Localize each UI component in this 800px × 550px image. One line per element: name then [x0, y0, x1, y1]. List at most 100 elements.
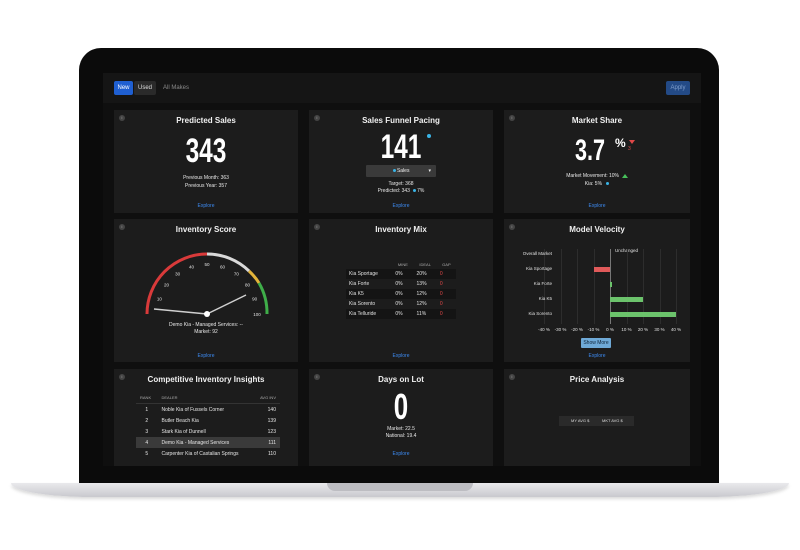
predicted-dot-icon	[412, 189, 416, 193]
explore-link[interactable]: Explore	[197, 353, 215, 359]
dealer-score: Demo Kia - Managed Services: --	[169, 322, 243, 328]
gauge-tick-label: 90	[252, 297, 258, 302]
competitive-inventory-card: i Competitive Inventory Insights RANK DE…	[114, 369, 298, 466]
needle-pivot	[204, 311, 210, 317]
market-movement-text: Market Movement: 10%	[566, 173, 620, 179]
ideal-cell: 13%	[416, 281, 427, 287]
column-header: GAP	[442, 261, 451, 267]
rank-cell: 2	[145, 417, 149, 424]
dealer-cell: Stark Kia of Dunnell	[161, 428, 206, 435]
card-title: Price Analysis	[569, 375, 625, 384]
gauge-tick-label: 50	[204, 262, 210, 267]
gridline	[544, 249, 545, 324]
model-label: Kia Sorento	[528, 311, 552, 316]
axis-tick-label: 0 %	[606, 327, 614, 332]
velocity-bar	[610, 312, 676, 317]
explore-link[interactable]: Explore	[392, 203, 410, 209]
gauge-tick-label: 60	[220, 264, 226, 269]
mkt-avg-label: MKT AVG $	[602, 418, 623, 423]
kia-share: Kia: 5%	[504, 181, 690, 187]
price-legend: MY AVG $ MKT AVG $	[559, 416, 634, 426]
gauge-tick-label: 40	[189, 264, 195, 269]
model-label: Overall Market	[522, 251, 552, 256]
gridline	[659, 249, 661, 324]
national-days: National: 19.4	[385, 433, 417, 439]
card-title: Inventory Mix	[375, 225, 427, 234]
info-icon[interactable]: i	[314, 374, 320, 380]
my-avg-label: MY AVG $	[571, 418, 590, 423]
table-row: 2 Butler Beach Kia 139	[136, 415, 280, 426]
card-title: Inventory Score	[175, 225, 237, 234]
gauge-ticks: 10 20 30 40 50 60 70 80 90 100	[157, 262, 261, 317]
gridline	[626, 249, 628, 324]
used-toggle-button[interactable]: Used	[134, 81, 156, 95]
table-row: Kia Forte 0% 13% 0	[346, 279, 456, 289]
model-cell: Kia Telluride	[346, 309, 393, 319]
predicted-pct: 7%	[417, 188, 425, 194]
funnel-stage-dropdown[interactable]: Sales ▾	[366, 165, 436, 177]
explore-link[interactable]: Explore	[588, 353, 606, 359]
dealer-needle	[153, 308, 208, 315]
table-header-row: RANK DEALER AVG INV	[136, 392, 280, 404]
sales-funnel-card: i Sales Funnel Pacing 141 Sales ▾ Target…	[309, 110, 493, 213]
info-icon[interactable]: i	[509, 374, 515, 380]
model-label: Kia Sportage	[525, 266, 552, 271]
column-header	[346, 259, 392, 269]
model-velocity-card: i Model Velocity Unchanged -40 %-30 %-20…	[504, 219, 690, 362]
card-title: Competitive Inventory Insights	[147, 375, 265, 384]
explore-link[interactable]: Explore	[197, 203, 215, 209]
market-share-delta: 3	[628, 146, 631, 152]
dropdown-value: Sales	[396, 168, 410, 174]
axis-tick-label: -30 %	[554, 327, 567, 332]
axis-tick-label: -40 %	[538, 327, 550, 332]
mine-cell: 0%	[392, 309, 414, 319]
info-icon[interactable]: i	[314, 115, 320, 121]
column-header: IDEAL	[419, 261, 431, 267]
show-more-button[interactable]: Show More	[581, 338, 611, 348]
model-cell: Kia Forte	[349, 281, 370, 287]
table-row-highlighted: 4 Demo Kia - Managed Services 111	[136, 437, 280, 448]
predicted-label: Predicted: 343	[377, 188, 410, 194]
axis-tick-label: 30 %	[654, 327, 665, 332]
days-on-lot-value: 0	[393, 386, 409, 427]
table-row: 1 Noble Kia of Fussels Corner 140	[136, 404, 280, 416]
dealer-cell: Butler Beach Kia	[161, 417, 199, 424]
makes-filter-input[interactable]: All Makes	[163, 85, 190, 91]
info-icon[interactable]: i	[119, 224, 125, 230]
info-icon[interactable]: i	[119, 115, 125, 121]
rank-cell: 1	[145, 406, 149, 413]
avg-inv-cell: 123	[267, 428, 276, 435]
predicted-sales-value: 343	[185, 132, 227, 170]
info-icon[interactable]: i	[314, 224, 320, 230]
market-needle	[206, 294, 247, 315]
apply-button[interactable]: Apply	[666, 81, 690, 95]
info-icon[interactable]: i	[509, 115, 515, 121]
inventory-gauge: 10 20 30 40 50 60 70 80 90 100	[145, 252, 269, 317]
previous-year: Previous Year: 357	[185, 183, 227, 189]
stage-dot-icon	[392, 169, 396, 173]
column-header: MINE	[397, 261, 408, 267]
ideal-cell: 20%	[413, 269, 437, 279]
predicted-text: Predicted: 343 7%	[309, 188, 493, 194]
info-icon[interactable]: i	[509, 224, 515, 230]
ideal-cell: 12%	[413, 289, 437, 299]
gap-cell: 0	[439, 301, 443, 307]
card-title: Days on Lot	[378, 375, 424, 384]
table-row: 5 Carpenter Kia of Castalian Springs 110	[136, 448, 280, 459]
explore-link[interactable]: Explore	[392, 353, 410, 359]
avg-inv-cell: 140	[267, 406, 276, 413]
gauge-tick-label: 30	[175, 272, 181, 277]
model-cell: Kia Sorento	[349, 301, 376, 307]
info-icon[interactable]: i	[119, 374, 125, 380]
gridline	[676, 249, 677, 324]
market-share-unit: %	[615, 136, 626, 150]
model-cell: Kia Sportage	[346, 269, 393, 279]
explore-link[interactable]: Explore	[588, 203, 606, 209]
new-toggle-button[interactable]: New	[114, 81, 133, 95]
explore-link[interactable]: Explore	[392, 451, 410, 457]
gauge-tick-label: 80	[245, 283, 251, 288]
inventory-mix-card: i Inventory Mix MINE IDEAL GAP Kia Sport…	[309, 219, 493, 362]
market-share-value: 3.7	[575, 134, 606, 167]
gridline	[593, 249, 595, 324]
column-header: AVG INV	[253, 392, 280, 404]
